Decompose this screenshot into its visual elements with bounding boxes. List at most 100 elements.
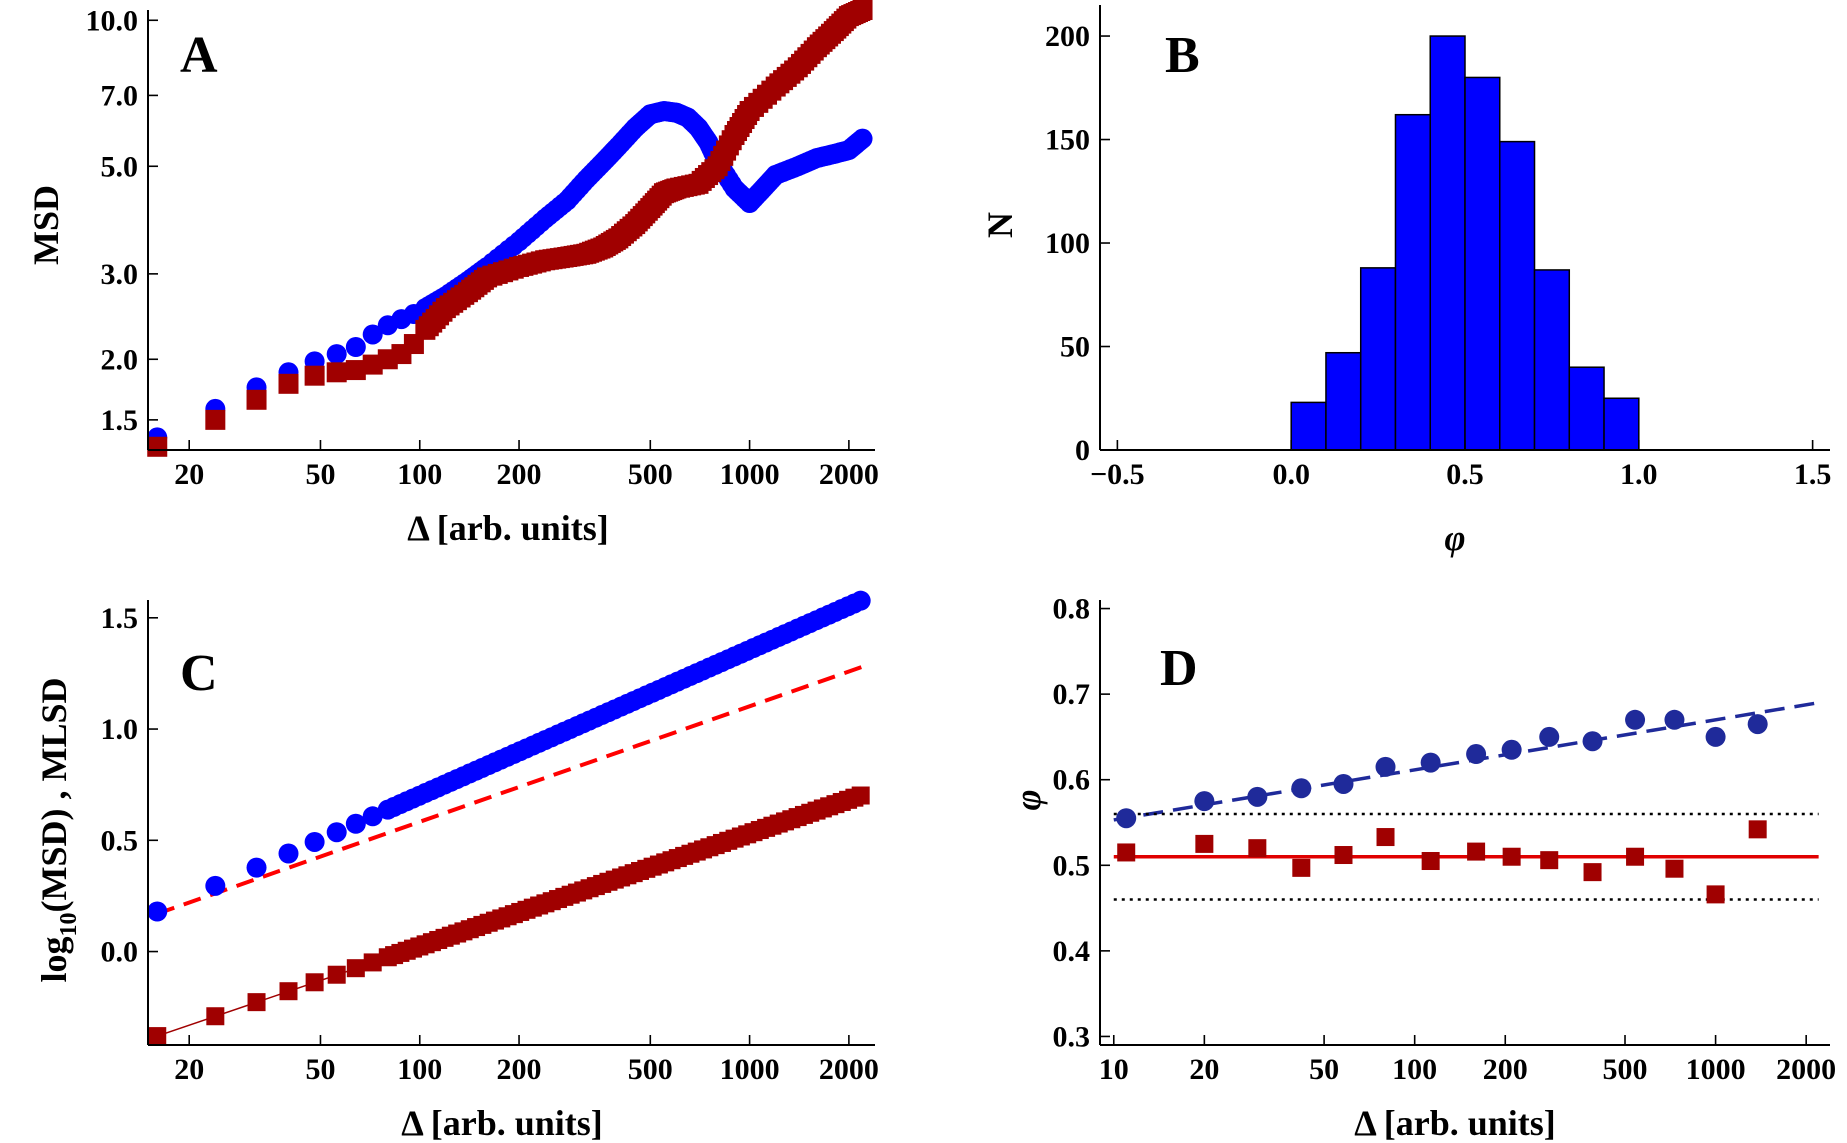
- panel-b-bar: [1290, 401, 1327, 451]
- panel-c-xtick-label: 1000: [720, 1053, 780, 1086]
- panel-d-letter: D: [1160, 640, 1198, 697]
- panel-d-circles-point: [1747, 714, 1768, 735]
- panel-c-squares-point: [346, 959, 365, 978]
- panel-d-xtick-label: 500: [1603, 1053, 1648, 1086]
- panel-d-circles-point: [1582, 731, 1603, 752]
- panel-b-ytick-label: 50: [1060, 331, 1090, 364]
- panel-b-ytick-label: 0: [1075, 434, 1090, 467]
- panel-b-xtick-label: 0.0: [1272, 458, 1310, 491]
- panel-c-circles-point: [850, 590, 871, 611]
- panel-c-squares-point: [305, 973, 324, 992]
- panel-d-marks: [1113, 700, 1819, 904]
- panel-d-squares-point: [1583, 863, 1602, 882]
- panel-a-ytick-label: 3.0: [101, 258, 139, 291]
- panel-b-ytick-label: 100: [1045, 227, 1090, 260]
- panel-d-ytick-label: 0.5: [1053, 849, 1091, 882]
- panel-d: 10 20 50 100 200 500 1000 2000 0.3 0.4 0.5 0.6 0.7 0.…: [1008, 593, 1836, 1143]
- panel-b-bar: [1533, 269, 1571, 451]
- panel-b-bar: [1359, 267, 1397, 451]
- panel-b-xtick-label: 1.0: [1620, 458, 1658, 491]
- panel-a-circles-point: [345, 336, 366, 357]
- panel-b-xtick-label: 0.5: [1446, 458, 1484, 491]
- panel-d-squares-point: [1292, 858, 1311, 877]
- panel-d-ytick-label: 0.3: [1053, 1020, 1091, 1053]
- panel-d-circles-point: [1247, 786, 1268, 807]
- panel-a-ylabel: MSD: [26, 185, 66, 265]
- panel-a-circles-point: [362, 324, 383, 345]
- panel-d-squares-point: [1117, 843, 1136, 862]
- panel-c-xtick-label: 200: [497, 1053, 542, 1086]
- panel-c-ytick-label: 1.0: [101, 713, 139, 746]
- panel-c-squares-point: [148, 1027, 167, 1046]
- panel-b: −0.5 0.0 0.5 1.0 1.5 0 50 100 150 200 B φ N: [980, 5, 1831, 558]
- panel-a-xlabel: Δ [arb. units]: [407, 508, 609, 548]
- panel-a-xtick-label: 1000: [720, 458, 780, 491]
- panel-c-dashed-fit: [156, 664, 864, 916]
- panel-d-squares-point: [1195, 834, 1214, 853]
- panel-d-circles-point: [1116, 808, 1137, 829]
- panel-d-squares-point: [1540, 851, 1559, 870]
- panel-a-xtick-label: 50: [305, 458, 335, 491]
- panel-c-circles-point: [345, 813, 366, 834]
- panel-d-xtick-label: 200: [1483, 1053, 1528, 1086]
- panel-d-squares-point: [1334, 846, 1353, 865]
- panel-d-circles-point: [1291, 778, 1312, 799]
- panel-a-axes: 20 50 100 200 500 1000 2000 1.5 2.0 3.0 5.0 7.0 10.0: [86, 4, 879, 491]
- panel-c-circles-point: [304, 831, 325, 852]
- panel-b-ytick-label: 200: [1045, 20, 1090, 53]
- panel-b-letter: B: [1165, 27, 1200, 84]
- panel-c-ytick-label: 0.5: [101, 824, 139, 857]
- panel-d-squares-point: [1748, 820, 1767, 839]
- panel-c-letter: C: [180, 645, 218, 702]
- panel-c-squares-point: [206, 1007, 225, 1026]
- panel-a-squares-point: [345, 360, 366, 381]
- panel-d-circles-point: [1333, 773, 1354, 794]
- panel-b-xlabel: φ: [1444, 518, 1465, 558]
- panel-d-squares-point: [1467, 842, 1486, 861]
- panel-b-bar: [1499, 140, 1536, 451]
- panel-b-marks: [1290, 35, 1640, 451]
- panel-a-xtick-label: 100: [397, 458, 442, 491]
- panel-a-squares-point: [246, 389, 267, 410]
- panel-b-bar: [1394, 113, 1431, 451]
- panel-a-circles-point: [850, 130, 871, 151]
- panel-b-bar: [1325, 351, 1362, 451]
- panel-d-xtick-label: 100: [1392, 1053, 1437, 1086]
- panel-d-xlabel: Δ [arb. units]: [1354, 1103, 1556, 1143]
- panel-b-bar: [1603, 397, 1640, 451]
- panel-d-xtick-label: 50: [1309, 1053, 1339, 1086]
- panel-d-circles-point: [1705, 726, 1726, 747]
- panel-d-circles-point: [1664, 709, 1685, 730]
- panel-d-xtick-label: 1000: [1686, 1053, 1746, 1086]
- panel-c-axes: 20 50 100 200 500 1000 2000 0.0 0.5 1.0 1.5: [101, 600, 879, 1086]
- panel-a-xtick-label: 500: [628, 458, 673, 491]
- panel-b-bar: [1429, 35, 1466, 451]
- panel-a-squares-point: [362, 354, 383, 375]
- panel-a-xtick-label: 200: [497, 458, 542, 491]
- panel-a-squares-point: [850, 1, 871, 22]
- panel-d-xtick-label: 2000: [1776, 1053, 1836, 1086]
- panel-d-ytick-label: 0.7: [1053, 678, 1091, 711]
- panel-d-dashed-fit: [1113, 700, 1819, 822]
- panel-d-circles-point: [1466, 744, 1487, 765]
- panel-d-squares-point: [1706, 885, 1725, 904]
- panel-b-axes: −0.5 0.0 0.5 1.0 1.5 0 50 100 150 200: [1045, 5, 1831, 491]
- panel-c-ylabel-log: log: [34, 936, 74, 982]
- panel-d-squares-point: [1376, 828, 1395, 847]
- panel-c-circles-point: [205, 875, 226, 896]
- panel-d-ytick-label: 0.8: [1053, 593, 1091, 626]
- panel-a-squares-point: [147, 436, 168, 457]
- panel-b-bar: [1464, 76, 1501, 451]
- panel-c-marks: [147, 590, 871, 1046]
- panel-a-squares-point: [304, 365, 325, 386]
- panel-d-circles-point: [1625, 709, 1646, 730]
- panel-d-xtick-label: 20: [1189, 1053, 1219, 1086]
- panel-c-xlabel: Δ [arb. units]: [401, 1103, 603, 1143]
- panel-a-xtick-label: 2000: [819, 458, 879, 491]
- panel-c-circles-point: [278, 843, 299, 864]
- panel-a-circles-point: [326, 344, 347, 365]
- panel-d-circles-point: [1194, 791, 1215, 812]
- panel-c-ylabel: log10(MSD) , MLSD: [34, 678, 82, 983]
- panel-d-squares-point: [1248, 839, 1267, 858]
